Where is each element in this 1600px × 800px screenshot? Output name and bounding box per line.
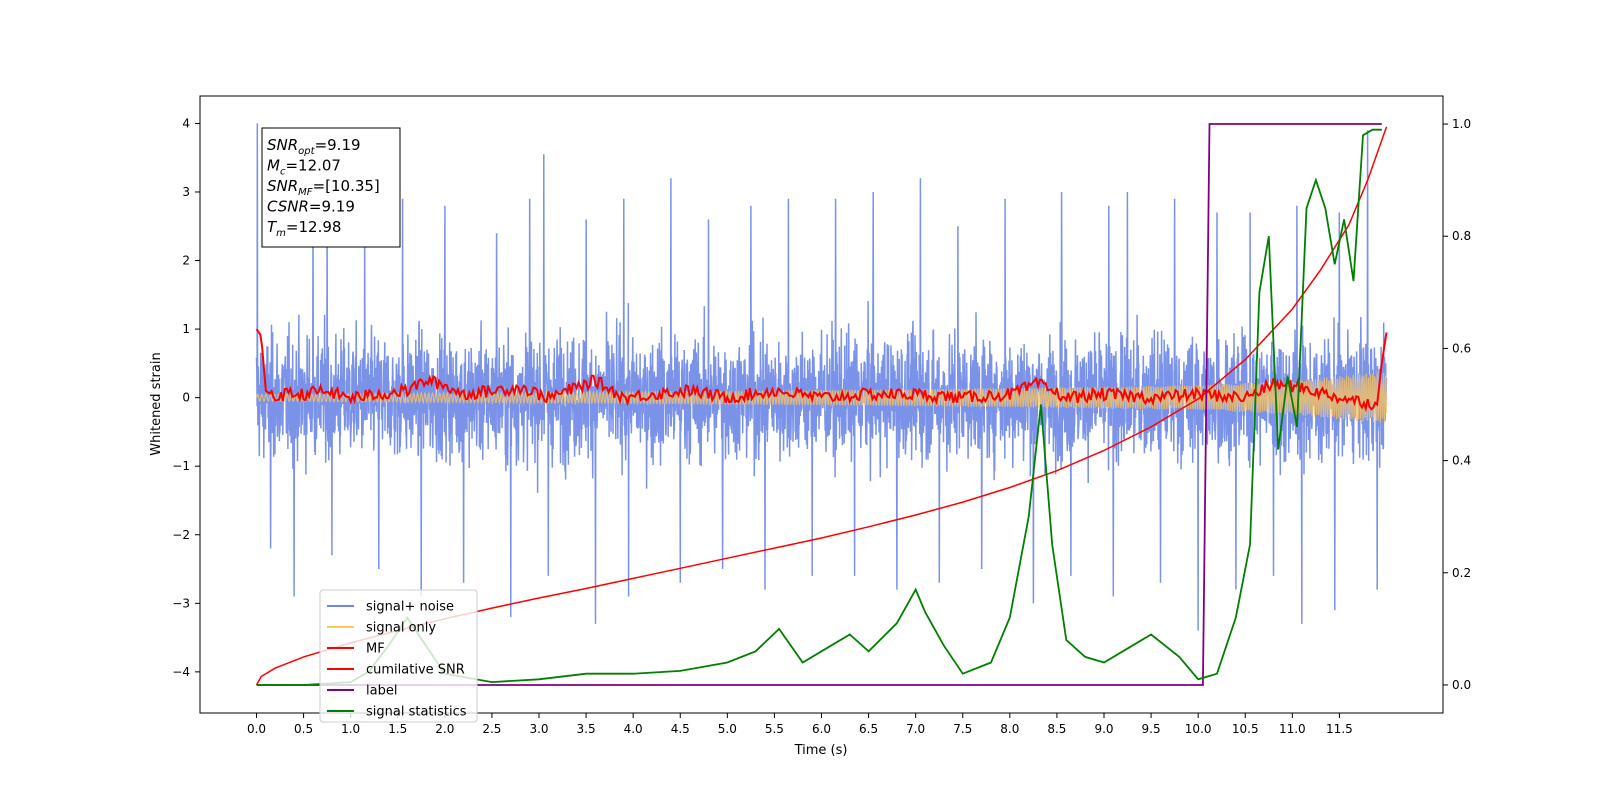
x-tick-label: 11.0 [1279,722,1306,736]
x-tick-label: 1.5 [388,722,407,736]
x-tick-label: 5.0 [718,722,737,736]
y-tick-label: 3 [182,185,190,199]
series-mf-line [255,328,1388,413]
y-tick-label: −4 [172,665,190,679]
series-signal-noise-line [255,123,1388,631]
stats-annotation-box: SNRopt=9.19Mc=12.07SNRMF=[10.35]CSNR=9.1… [261,127,401,248]
annotation-line: SNRMF=[10.35] [267,177,380,198]
x-axis-label: Time (s) [794,743,848,758]
x-tick-label: 2.0 [435,722,454,736]
x-tick-label: 9.5 [1142,722,1161,736]
legend-label: cumilative SNR [366,663,465,678]
legend: signal+ noise signal only MF cumilative SNR… [319,589,478,723]
x-tick-label: 8.0 [1000,722,1019,736]
legend-label: signal statistics [366,705,467,720]
x-tick-label: 0.0 [247,722,266,736]
x-tick-label: 10.5 [1232,722,1259,736]
x-tick-label: 11.5 [1326,722,1353,736]
legend-label: signal only [366,621,436,636]
y2-tick-label: 0.8 [1452,229,1471,243]
y2-tick-label: 1.0 [1452,117,1471,131]
x-tick-label: 0.5 [294,722,313,736]
y-tick-label: −1 [172,459,190,473]
x-tick-label: 2.5 [482,722,501,736]
legend-label: MF [366,642,385,657]
y-tick-label: 0 [182,391,190,405]
x-tick-label: 6.0 [812,722,831,736]
y2-tick-label: 0.2 [1452,566,1471,580]
legend-label: label [366,684,397,699]
y2-tick-label: 0.0 [1452,678,1471,692]
series-signal-statistics-line [256,128,1382,686]
y2-tick-label: 0.4 [1452,454,1471,468]
annotation-line: Mc=12.07 [267,157,341,178]
y-tick-label: −2 [172,528,190,542]
annotation-line: SNRopt=9.19 [267,136,361,157]
x-tick-label: 4.0 [624,722,643,736]
series-signal-only-line [255,372,1388,424]
annotation-line: Tm=12.98 [267,218,341,239]
y-tick-label: −3 [172,596,190,610]
y-tick-label: 2 [182,254,190,268]
y-axis-right: 0.0 0.2 0.4 0.6 0.8 1.0 [1443,117,1471,692]
x-tick-label: 5.5 [765,722,784,736]
legend-label: signal+ noise [366,600,454,615]
series-label-line [256,123,1382,686]
x-tick-label: 7.5 [953,722,972,736]
y-tick-label: 4 [182,116,190,130]
x-tick-label: 7.0 [906,722,925,736]
x-tick-label: 10.0 [1185,722,1212,736]
y2-tick-label: 0.6 [1452,341,1471,355]
y-axis-left: −4 −3 −2 −1 0 1 2 3 4 [172,116,200,679]
x-tick-label: 4.5 [671,722,690,736]
y-tick-label: 1 [182,322,190,336]
x-tick-label: 6.5 [859,722,878,736]
x-tick-label: 8.5 [1047,722,1066,736]
y-axis-label: Whitened strain [149,352,164,455]
x-tick-label: 3.5 [577,722,596,736]
x-tick-label: 9.0 [1094,722,1113,736]
annotation-line: CSNR=9.19 [267,198,355,216]
x-tick-label: 1.0 [341,722,360,736]
x-tick-label: 3.0 [529,722,548,736]
x-axis: 0.0 0.5 1.0 1.5 2.0 2.5 3.0 3.5 4.0 4.5 5.0 5.5 6.0 6… [247,713,1353,736]
